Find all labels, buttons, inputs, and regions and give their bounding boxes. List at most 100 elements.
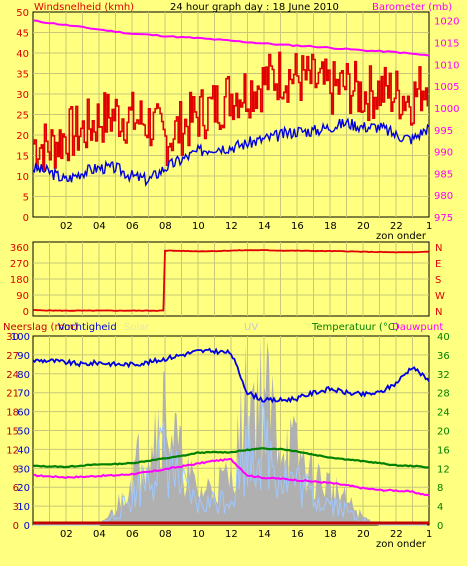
y-tick-label-rain: 27 xyxy=(6,351,19,362)
y-tick-label-hum: 50 xyxy=(17,427,30,438)
y-tick-label-wind: 35 xyxy=(16,70,29,81)
x-tick-label: 20 xyxy=(357,529,370,540)
sunset-label: zon onder xyxy=(376,231,427,242)
y-tick-label-wind: 15 xyxy=(16,152,29,163)
y-tick-label-wind: 0 xyxy=(23,213,29,224)
y-tick-label-wind: 45 xyxy=(16,29,29,40)
y-tick-label-hum: 70 xyxy=(17,389,30,400)
y-tick-label-temp: 36 xyxy=(437,351,450,362)
sunset-label: zon onder xyxy=(376,539,427,550)
y-tick-label-wind: 5 xyxy=(23,193,29,204)
x-tick-label: 08 xyxy=(159,221,172,232)
y-tick-label-rain: 21 xyxy=(6,389,19,400)
y-tick-label-rain: 24 xyxy=(6,370,19,381)
legend-solar: Solar xyxy=(124,322,150,333)
x-tick-label: 06 xyxy=(126,221,139,232)
y-tick-label-hum: 10 xyxy=(17,502,30,513)
x-tick-label: 04 xyxy=(93,529,106,540)
y-tick-label-hum: 30 xyxy=(17,464,30,475)
legend-humidity: Vochtigheid xyxy=(58,322,117,333)
y-tick-label-wind: 10 xyxy=(16,172,29,183)
x-tick-label: 20 xyxy=(357,221,370,232)
y-tick-label-temp: 12 xyxy=(437,464,450,475)
y-tick-label-temp: 20 xyxy=(437,427,450,438)
legend-dewpoint: Dauwpunt xyxy=(392,322,443,333)
x-tick-label: 1 xyxy=(426,221,432,232)
temperature-line xyxy=(32,447,430,469)
y-tick-label-wind: 20 xyxy=(16,131,29,142)
y-tick-label-hum: 60 xyxy=(17,408,30,419)
y-tick-label-compass: W xyxy=(435,291,445,302)
dewpoint-line xyxy=(32,457,430,497)
y-tick-label-compass: S xyxy=(435,275,441,286)
baro-axis-label: Barometer (mb) xyxy=(372,2,452,13)
x-tick-label: 16 xyxy=(291,529,304,540)
y-tick-label-dir: 90 xyxy=(16,291,29,302)
y-tick-label-temp: 40 xyxy=(437,332,450,343)
y-tick-label-rain: 15 xyxy=(6,427,19,438)
y-tick-label-wind: 30 xyxy=(16,90,29,101)
y-tick-label-baro: 1005 xyxy=(434,82,459,93)
y-tick-label-dir: 360 xyxy=(10,243,29,254)
wind-axis-label: Windsnelheid (kmh) xyxy=(34,2,134,13)
barometer-line xyxy=(32,19,430,57)
y-tick-label-baro: 1000 xyxy=(434,104,459,115)
y-tick-label-rain: 18 xyxy=(6,408,19,419)
x-tick-label: 06 xyxy=(126,529,139,540)
y-tick-label-baro: 990 xyxy=(434,148,453,159)
y-tick-label-compass: N xyxy=(435,307,442,318)
y-tick-label-temp: 8 xyxy=(437,483,443,494)
x-tick-label: 18 xyxy=(324,529,337,540)
y-tick-label-hum: 100 xyxy=(11,332,30,343)
y-tick-label-baro: 980 xyxy=(434,191,453,202)
x-tick-label: 02 xyxy=(60,529,73,540)
y-tick-label-baro: 1015 xyxy=(434,39,459,50)
x-tick-label: 16 xyxy=(291,221,304,232)
y-tick-label-hum: 80 xyxy=(17,370,30,381)
x-tick-label: 04 xyxy=(93,221,106,232)
y-tick-label-baro: 1010 xyxy=(434,60,459,71)
y-tick-label-compass: N xyxy=(435,243,442,254)
y-tick-label-rain: 9 xyxy=(13,464,19,475)
x-tick-label: 18 xyxy=(324,221,337,232)
uv-area xyxy=(33,337,429,525)
x-tick-label: 02 xyxy=(60,221,73,232)
legend-uv: UV xyxy=(244,322,258,333)
y-tick-label-baro: 985 xyxy=(434,169,453,180)
y-tick-label-wind: 50 xyxy=(16,8,29,19)
y-tick-label-baro: 975 xyxy=(434,213,453,224)
wind-direction-line xyxy=(32,249,430,312)
y-tick-label-rain: 30 xyxy=(6,332,19,343)
x-tick-label: 14 xyxy=(258,529,271,540)
y-tick-label-hum: 40 xyxy=(17,445,30,456)
y-tick-label-rain: 3 xyxy=(13,502,19,513)
y-tick-label-hum: 90 xyxy=(17,351,30,362)
x-tick-label: 22 xyxy=(390,221,403,232)
y-tick-label-compass: E xyxy=(435,259,441,270)
legend-temperature: Temperatuur (°C) xyxy=(311,322,399,333)
legend-rain: Neerslag (mm) xyxy=(3,322,78,333)
wind-gust-line xyxy=(33,51,429,171)
y-tick-label-temp: 16 xyxy=(437,445,450,456)
y-tick-label-hum: 0 xyxy=(24,521,30,532)
x-tick-label: 14 xyxy=(258,221,271,232)
humidity-line xyxy=(32,347,430,404)
y-tick-label-wind: 25 xyxy=(16,111,29,122)
y-tick-label-baro: 1020 xyxy=(434,17,459,28)
y-tick-label-temp: 24 xyxy=(437,408,450,419)
y-tick-label-temp: 4 xyxy=(437,502,443,513)
y-tick-label-dir: 270 xyxy=(10,259,29,270)
x-tick-label: 10 xyxy=(192,529,205,540)
chart-marks xyxy=(32,19,430,526)
x-tick-label: 12 xyxy=(225,529,238,540)
y-tick-label-dir: 0 xyxy=(23,307,29,318)
y-tick-label-temp: 28 xyxy=(437,389,450,400)
wind-avg-line xyxy=(32,117,430,187)
x-tick-label: 12 xyxy=(225,221,238,232)
y-tick-label-rain: 6 xyxy=(13,483,19,494)
chart-title: 24 hour graph day : 18 June 2010 xyxy=(170,2,339,13)
y-tick-label-dir: 180 xyxy=(10,275,29,286)
